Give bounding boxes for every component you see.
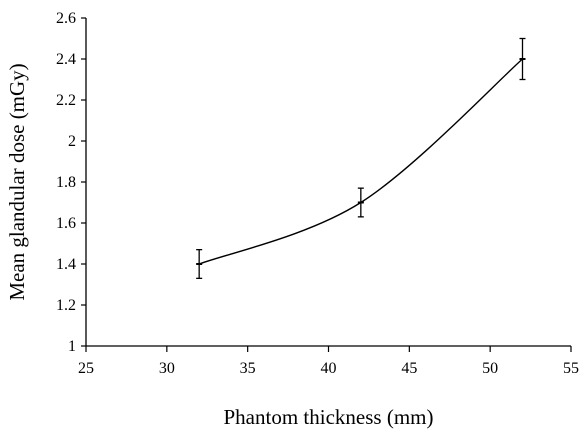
x-tick-label: 25 <box>78 360 94 377</box>
y-tick-label: 1 <box>68 338 76 355</box>
y-tick-label: 2.2 <box>56 92 76 109</box>
x-tick-label: 50 <box>482 360 498 377</box>
x-tick-label: 55 <box>563 360 579 377</box>
y-tick-label: 1.8 <box>56 174 76 191</box>
y-tick-label: 1.4 <box>56 256 76 273</box>
y-tick-label: 2.6 <box>56 10 76 27</box>
data-series <box>196 37 526 280</box>
axes <box>85 18 571 347</box>
x-axis-title: Phantom thickness (mm) <box>224 405 434 429</box>
x-tick-label: 40 <box>321 360 337 377</box>
ticks: 1 1.2 1.4 1.6 1.8 2 2.2 2.4 2.6 25 30 35 40 45 50 55 <box>56 10 579 377</box>
y-tick-label: 1.2 <box>56 297 76 314</box>
x-tick-label: 30 <box>159 360 175 377</box>
y-axis-title: Mean glandular dose (mGy) <box>5 63 29 300</box>
series-line <box>198 58 523 265</box>
axis-titles: Phantom thickness (mm) Mean glandular do… <box>5 63 433 429</box>
x-tick-label: 45 <box>401 360 417 377</box>
y-tick-label: 1.6 <box>56 215 76 232</box>
x-tick-label: 35 <box>240 360 256 377</box>
y-tick-label: 2 <box>68 133 76 150</box>
y-tick-label: 2.4 <box>56 51 76 68</box>
